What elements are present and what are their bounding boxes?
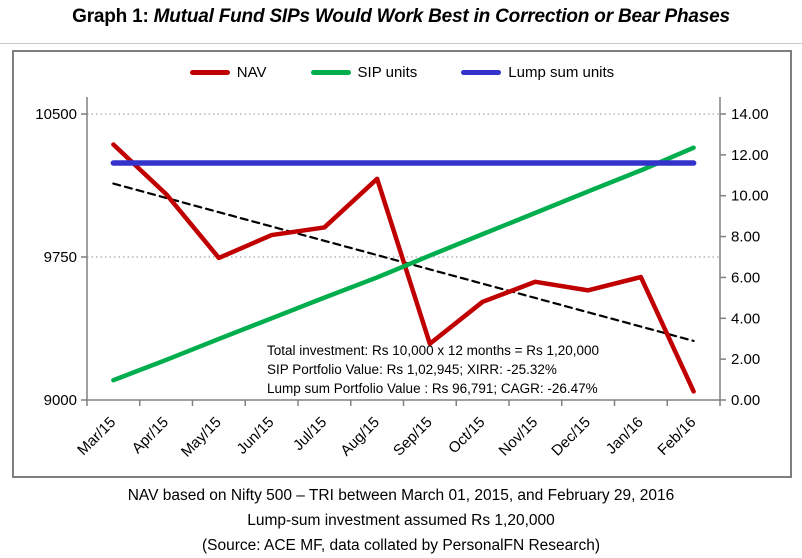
chart-svg: 10500 9750 9000 14.00 12.00 10.00 8.00 6.00 4.00… <box>35 97 769 461</box>
legend-item-lump-sum-units: Lump sum units <box>461 64 614 81</box>
right-axis-label: 0.00 <box>731 392 760 409</box>
right-axis-label: 4.00 <box>731 310 760 327</box>
chart-frame: 10500 9750 9000 14.00 12.00 10.00 8.00 6.00 4.00… <box>12 50 792 478</box>
x-axis-label: Oct/15 <box>445 414 488 457</box>
right-axis-label: 2.00 <box>731 351 760 368</box>
x-axis-label: Sep/15 <box>390 414 436 460</box>
right-axis-label: 6.00 <box>731 269 760 286</box>
footer-line-2: Lump-sum investment assumed Rs 1,20,000 <box>247 512 555 529</box>
right-axis-label: 14.00 <box>731 106 769 123</box>
x-axis-label: Jul/15 <box>290 414 330 454</box>
x-axis-label: Apr/15 <box>129 414 172 457</box>
x-axis-label: Feb/16 <box>654 414 699 459</box>
legend-swatch-nav <box>189 70 230 75</box>
right-axis-label: 10.00 <box>731 188 769 205</box>
legend-item-sip-units: SIP units <box>310 64 418 81</box>
chart-footer: NAV based on Nifty 500 – TRI between Mar… <box>0 483 802 558</box>
footer-line-3: (Source: ACE MF, data collated by Person… <box>201 537 600 554</box>
right-axis-label: 8.00 <box>731 229 760 246</box>
legend-label: Lump sum units <box>508 64 615 81</box>
y-axis-label: 9000 <box>44 392 77 409</box>
sip-units-line <box>111 145 696 383</box>
chart-legend: NAV SIP units Lump sum units <box>14 64 790 81</box>
legend-swatch-sip-units <box>310 70 351 75</box>
y-axis-label: 10500 <box>35 106 77 123</box>
x-axis-label: Nov/15 <box>496 414 542 460</box>
x-axis-label: Mar/15 <box>74 414 119 459</box>
x-axis-label: Dec/15 <box>548 414 594 460</box>
x-axis-label: Jun/15 <box>234 414 278 458</box>
x-axis-label: Jan/16 <box>603 414 647 458</box>
page-title-prefix: Graph 1: <box>72 6 149 27</box>
page-title-main: Mutual Fund SIPs Would Work Best in Corr… <box>153 6 730 27</box>
y-axis-label: 9750 <box>44 249 77 266</box>
x-axis-label: Aug/15 <box>337 414 383 460</box>
page-title: Graph 1: Mutual Fund SIPs Would Work Best… <box>0 6 802 28</box>
x-axis-label: May/15 <box>178 414 225 461</box>
legend-swatch-lump-sum-units <box>461 69 502 76</box>
legend-item-nav: NAV <box>189 64 267 81</box>
legend-label: SIP units <box>357 64 418 81</box>
title-divider <box>0 43 802 44</box>
right-axis-label: 12.00 <box>731 147 769 164</box>
nav-line <box>111 142 696 394</box>
footer-line-1: NAV based on Nifty 500 – TRI between Mar… <box>127 487 675 504</box>
legend-label: NAV <box>236 64 267 81</box>
